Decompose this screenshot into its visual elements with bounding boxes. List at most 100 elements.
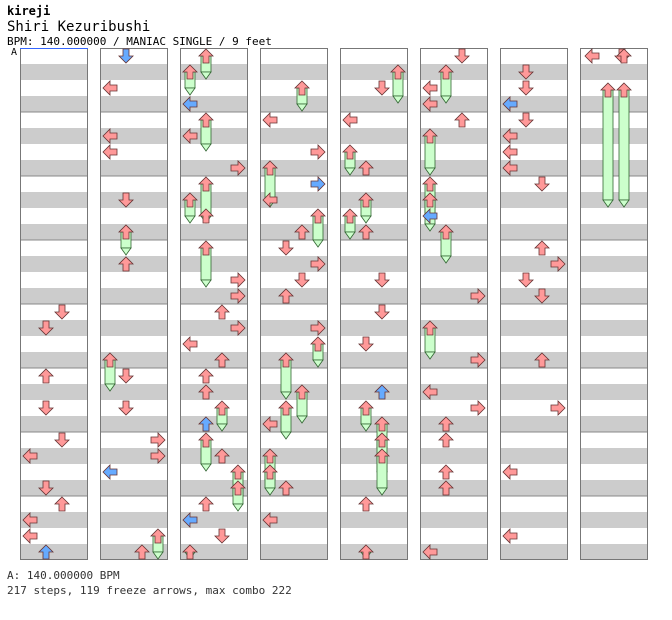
- freeze-arrow-tail: [344, 167, 356, 176]
- freeze-arrow-tail: [424, 223, 436, 232]
- step-arrow: [230, 272, 246, 288]
- step-arrow: [230, 288, 246, 304]
- beat-stripe: [260, 320, 328, 336]
- beat-stripe: [20, 352, 88, 368]
- freeze-arrow-tail: [392, 95, 404, 104]
- beat-stripe: [260, 544, 328, 560]
- step-arrow: [294, 224, 310, 240]
- beat-stripe: [260, 384, 328, 400]
- beat-stripe: [340, 416, 408, 432]
- beat-stripe: [180, 256, 248, 272]
- beat-stripe: [180, 384, 248, 400]
- step-arrow: [470, 352, 486, 368]
- step-arrow: [214, 304, 230, 320]
- beat-stripe: [340, 352, 408, 368]
- freeze-arrow-tail: [424, 351, 436, 360]
- step-arrow: [342, 208, 358, 224]
- step-arrow: [294, 272, 310, 288]
- step-arrow: [550, 400, 566, 416]
- step-arrow: [422, 80, 438, 96]
- beat-stripe: [340, 512, 408, 528]
- beat-stripe: [100, 256, 168, 272]
- beat-stripe: [580, 256, 648, 272]
- beat-stripe: [180, 64, 248, 80]
- beat-stripe: [340, 320, 408, 336]
- step-arrow: [278, 480, 294, 496]
- step-arrow: [358, 336, 374, 352]
- step-arrow: [182, 336, 198, 352]
- beat-stripe: [20, 96, 88, 112]
- step-arrow: [118, 224, 134, 240]
- freeze-arrow-tail: [152, 551, 164, 560]
- step-arrow: [310, 144, 326, 160]
- step-arrow: [182, 544, 198, 560]
- chart-column: [20, 48, 88, 560]
- step-arrow: [150, 528, 166, 544]
- beat-stripe: [20, 256, 88, 272]
- step-arrow: [198, 48, 214, 64]
- column-border: [580, 48, 648, 560]
- beat-stripe: [20, 320, 88, 336]
- column-border: [100, 48, 168, 560]
- step-arrow: [502, 160, 518, 176]
- step-arrow: [214, 400, 230, 416]
- step-arrow: [214, 352, 230, 368]
- step-arrow: [422, 544, 438, 560]
- freeze-arrow-tail: [360, 423, 372, 432]
- step-arrow: [310, 176, 326, 192]
- step-arrow: [262, 416, 278, 432]
- step-arrow: [118, 368, 134, 384]
- beat-stripe: [20, 128, 88, 144]
- beat-stripe: [260, 96, 328, 112]
- beat-stripe: [500, 288, 568, 304]
- beat-stripe: [260, 352, 328, 368]
- step-arrow: [198, 176, 214, 192]
- freeze-arrow-tail: [424, 167, 436, 176]
- beat-stripe: [420, 352, 488, 368]
- step-arrow: [616, 82, 632, 98]
- beat-stripe: [180, 288, 248, 304]
- step-arrow: [438, 432, 454, 448]
- step-arrow: [150, 448, 166, 464]
- beat-stripe: [420, 192, 488, 208]
- stats-footer: 217 steps, 119 freeze arrows, max combo …: [7, 584, 292, 597]
- step-arrow: [198, 432, 214, 448]
- step-arrow: [438, 416, 454, 432]
- step-arrow: [262, 464, 278, 480]
- beat-stripe: [420, 64, 488, 80]
- column-border: [340, 48, 408, 560]
- beat-stripe: [100, 448, 168, 464]
- beat-stripe: [100, 416, 168, 432]
- beat-stripe: [500, 384, 568, 400]
- beat-stripe: [580, 96, 648, 112]
- beat-stripe: [20, 416, 88, 432]
- beat-stripe: [260, 480, 328, 496]
- beat-stripe: [180, 416, 248, 432]
- step-arrow: [454, 112, 470, 128]
- freeze-arrow-tail: [440, 255, 452, 264]
- beat-stripe: [20, 192, 88, 208]
- beat-stripe: [500, 448, 568, 464]
- beat-stripe: [340, 96, 408, 112]
- beat-stripe: [420, 448, 488, 464]
- step-arrow: [600, 82, 616, 98]
- beat-stripe: [420, 416, 488, 432]
- step-arrow: [374, 384, 390, 400]
- step-arrow: [118, 256, 134, 272]
- freeze-arrow: [602, 89, 614, 201]
- beat-stripe: [420, 512, 488, 528]
- step-arrow: [358, 192, 374, 208]
- beat-stripe: [100, 512, 168, 528]
- step-arrow: [422, 128, 438, 144]
- beat-stripe: [260, 416, 328, 432]
- freeze-arrow-tail: [216, 423, 228, 432]
- beat-stripe: [180, 192, 248, 208]
- beat-stripe: [100, 480, 168, 496]
- beat-stripe: [580, 224, 648, 240]
- beat-stripe: [180, 448, 248, 464]
- step-arrow: [118, 48, 134, 64]
- step-arrow: [310, 208, 326, 224]
- step-arrow: [502, 96, 518, 112]
- beat-stripe: [260, 256, 328, 272]
